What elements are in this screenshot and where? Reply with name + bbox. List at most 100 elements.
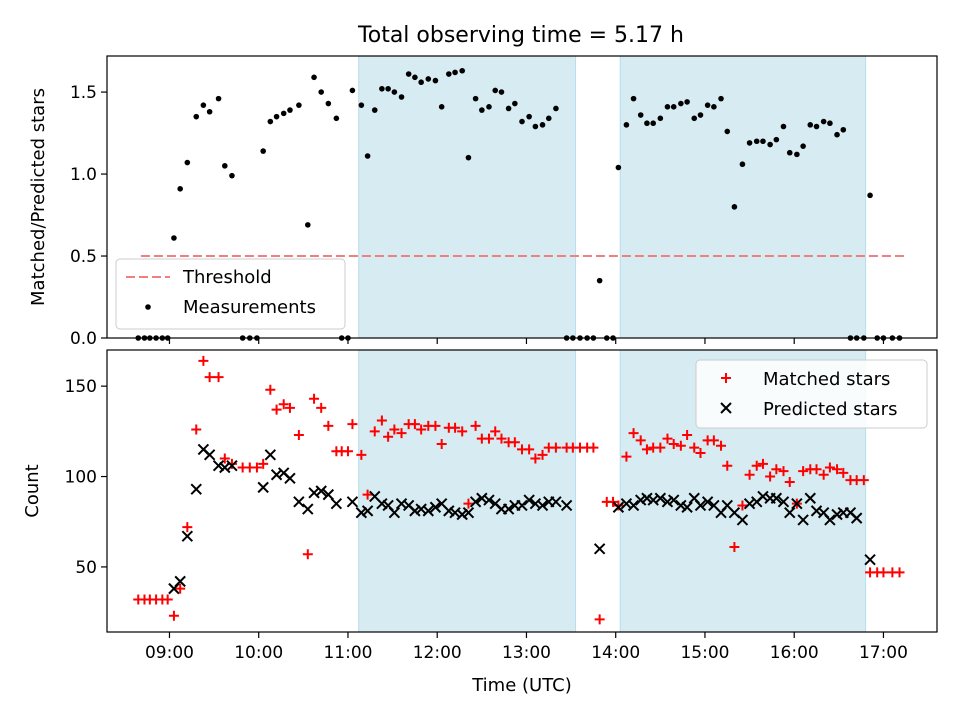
y-tick-label: 100 [65, 468, 97, 488]
measurement-point [664, 104, 671, 110]
predicted-star-point [330, 497, 343, 510]
matched-star-point [396, 428, 407, 439]
matched-star-point [689, 442, 700, 453]
measurement-point [398, 94, 405, 100]
measurement-point [438, 104, 445, 110]
measurement-point [405, 71, 412, 77]
predicted-star-point [850, 512, 863, 524]
shaded-interval [358, 55, 577, 339]
matched-star-point [430, 420, 441, 431]
predicted-star-point [550, 496, 562, 508]
shaded-interval [358, 349, 577, 633]
matched-star-point [832, 464, 843, 475]
measurement-point [479, 107, 485, 113]
matched-star-point [682, 429, 693, 440]
measurement-point [296, 102, 302, 108]
measurement-point [711, 104, 717, 110]
y-tick-label: 0.0 [70, 329, 97, 349]
measurement-point [215, 95, 222, 102]
matched-star-point [316, 402, 327, 413]
matched-star-point [258, 458, 269, 469]
predicted-star-point [257, 481, 269, 494]
matched-star-point [490, 426, 501, 437]
matched-star-point [655, 442, 666, 453]
matched-star-point [537, 449, 548, 460]
measurement-point [311, 74, 317, 81]
matched-star-point [198, 355, 209, 366]
matched-star-point [662, 433, 673, 444]
measurement-point [432, 77, 439, 84]
measurement-point [780, 123, 787, 130]
matched-star-point [284, 402, 295, 413]
measurement-point [724, 128, 731, 135]
legend-matched-swatch [721, 373, 731, 383]
measurement-point [371, 107, 378, 113]
matched-star-point [530, 453, 541, 464]
measurement-point [505, 105, 512, 112]
predicted-star-point [270, 469, 283, 481]
measurement-point [333, 115, 340, 122]
predicted-star-point [701, 496, 714, 508]
predicted-star-point [770, 492, 783, 504]
measurement-point [526, 113, 532, 120]
measurement-point [794, 151, 800, 158]
measurement-point [596, 277, 603, 284]
x-tick-label: 09:00 [145, 643, 194, 663]
y-tick-label: 150 [65, 377, 97, 397]
measurement-point [519, 118, 525, 125]
matched-star-point [219, 453, 230, 464]
y-tick-label: 1.0 [70, 165, 97, 185]
measurement-point [800, 143, 806, 149]
measurement-point [418, 79, 424, 86]
matched-star-point [765, 471, 776, 482]
measurement-point [364, 153, 371, 159]
measurement-point [773, 136, 780, 143]
measurement-point [452, 69, 458, 76]
measurement-point [492, 87, 499, 94]
measurement-point [385, 85, 391, 92]
matched-star-point [722, 460, 733, 471]
measurement-point [760, 138, 766, 145]
predicted-star-point [308, 487, 320, 499]
measurement-point [820, 118, 827, 125]
legend-threshold-label: Threshold [182, 267, 272, 288]
predicted-star-point [784, 506, 796, 519]
x-tick-label: 13:00 [502, 643, 551, 663]
predicted-star-point [612, 501, 625, 513]
measurement-point [637, 112, 644, 118]
matched-star-point [771, 464, 782, 475]
matched-star-point [191, 424, 202, 435]
measurement-point [840, 126, 847, 133]
predicted-star-point [681, 501, 693, 513]
measurement-point [553, 105, 559, 112]
matched-star-point [894, 567, 905, 578]
ratio-panel: 0.0 0.5 1.0 1.5 Threshold Measurements Match… [28, 55, 938, 349]
count-panel-points [133, 355, 905, 625]
matched-star-point [362, 489, 373, 500]
measurement-point [697, 112, 704, 118]
predicted-star-point [322, 488, 335, 501]
measurement-point [184, 159, 191, 166]
measurement-point [391, 89, 398, 95]
predicted-star-point [469, 496, 482, 508]
matched-star-point [376, 415, 387, 426]
matched-star-point [675, 440, 686, 451]
matched-star-point [175, 583, 186, 594]
measurement-point [446, 71, 452, 77]
measurement-point [867, 192, 873, 199]
ratio-panel-ylabel: Matched/Predicted stars [28, 88, 49, 306]
matched-star-point [168, 610, 179, 621]
legend-measurements-swatch [145, 304, 151, 310]
predicted-star-point [593, 543, 606, 555]
matched-star-point [778, 466, 789, 477]
predicted-star-point [560, 499, 573, 512]
count-panel-xlabel: Time (UTC) [471, 675, 572, 696]
measurement-point [193, 113, 200, 120]
matched-star-point [729, 542, 740, 553]
matched-star-point [737, 500, 748, 511]
measurement-point [539, 122, 546, 128]
x-tick-label: 11:00 [323, 643, 372, 663]
legend-measurements-label: Measurements [183, 297, 316, 318]
measurement-point [512, 100, 518, 107]
measurement-point [229, 172, 235, 179]
